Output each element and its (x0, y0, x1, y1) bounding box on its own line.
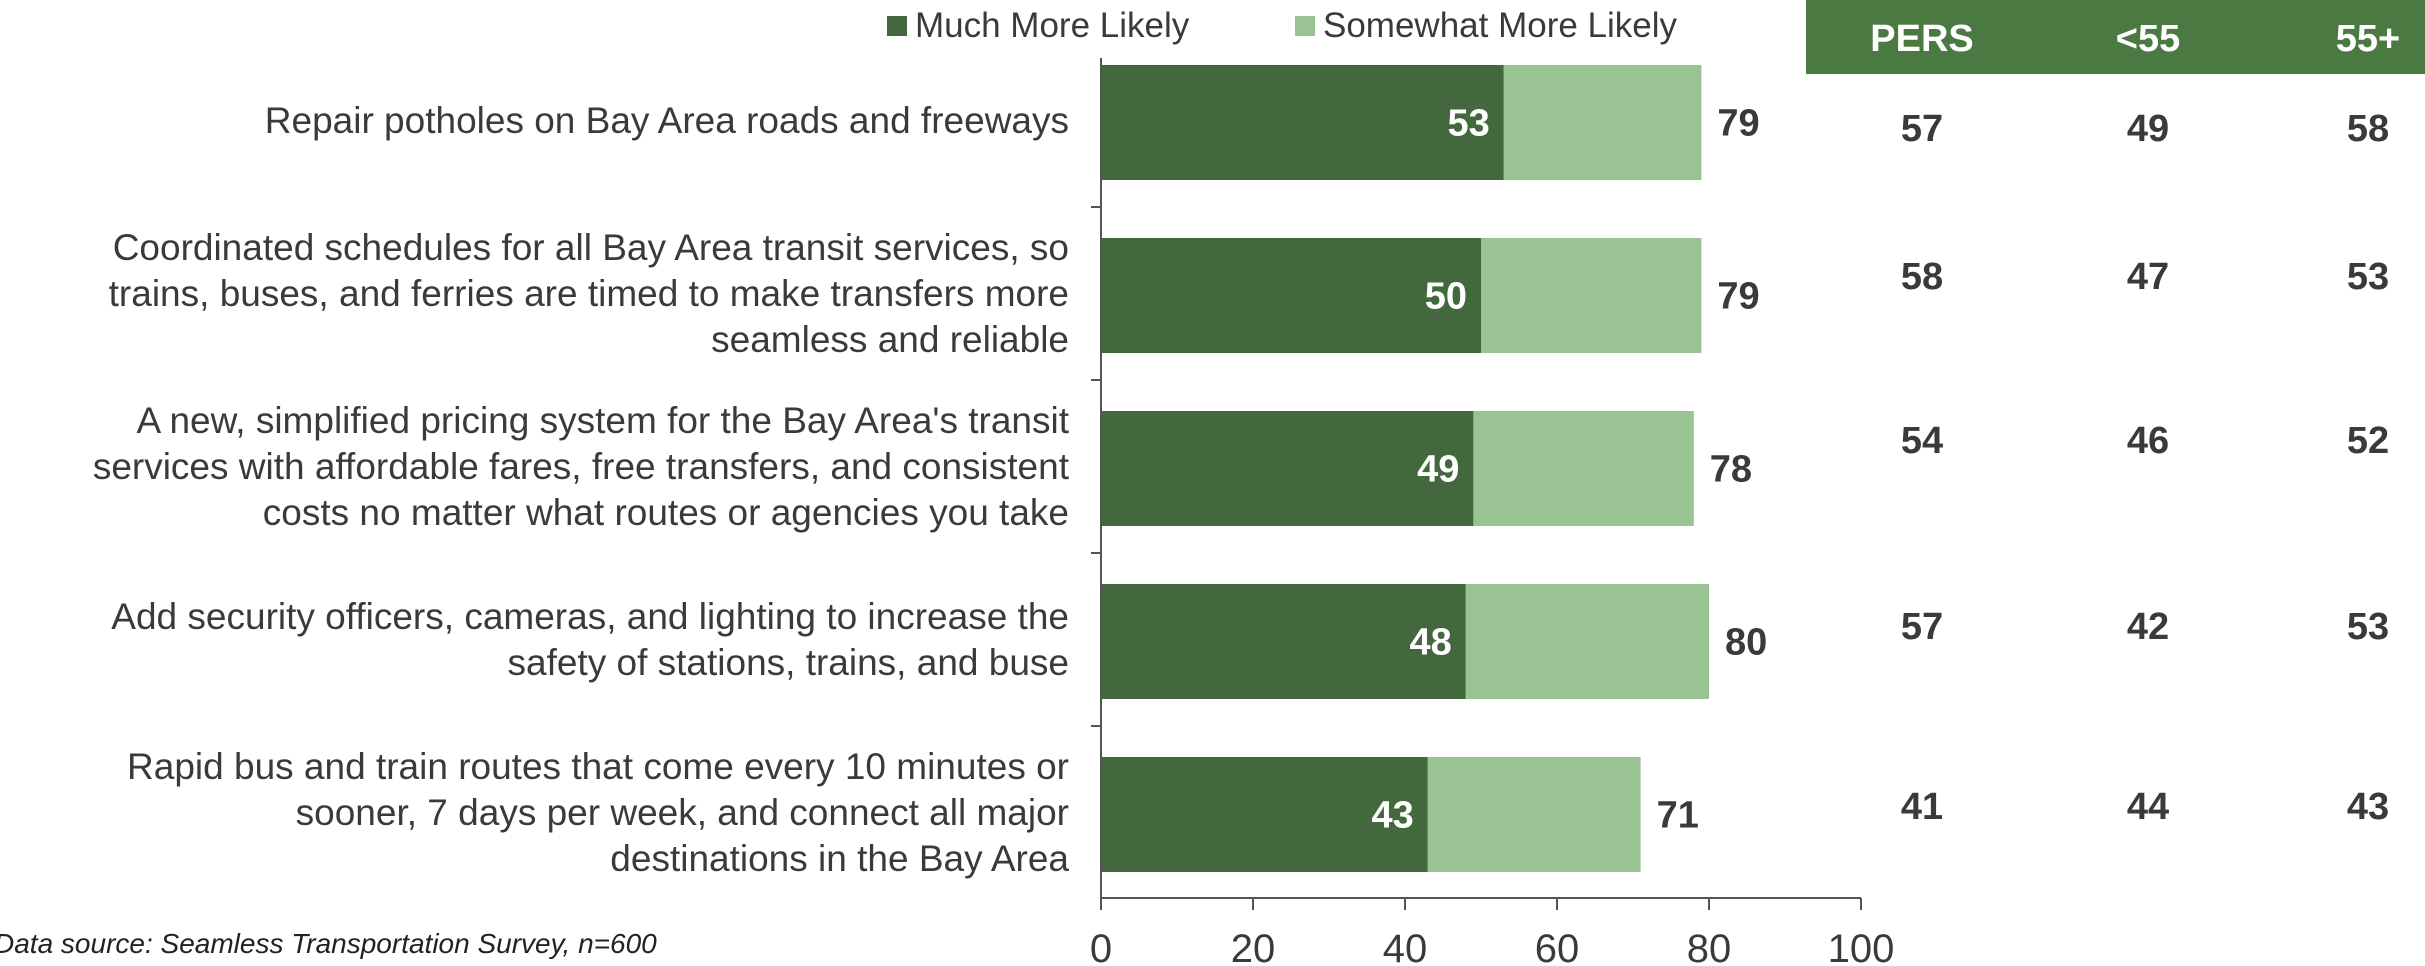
cell-pers: 57 (1842, 606, 2002, 649)
category-label-line: sooner, 7 days per week, and connect all… (0, 790, 1069, 836)
category-label: Rapid bus and train routes that come eve… (0, 744, 1069, 882)
category-label: Add security officers, cameras, and ligh… (0, 594, 1069, 686)
cell-pers: 58 (1842, 256, 2002, 299)
table-header: PERS <55 55+ (1806, 0, 2425, 74)
bar-somewhat-more-likely (1481, 238, 1701, 353)
category-label-line: seamless and reliable (0, 317, 1069, 363)
bar-somewhat-more-likely (1428, 757, 1641, 872)
category-label-line: safety of stations, trains, and buse (0, 640, 1069, 686)
bar-somewhat-more-likely (1504, 65, 1702, 180)
data-label-total: 79 (1717, 103, 1759, 145)
cell-pers: 41 (1842, 786, 2002, 829)
cell-55-plus: 58 (2288, 108, 2425, 151)
data-label-total: 78 (1710, 449, 1752, 491)
data-label-much: 43 (1372, 795, 1414, 837)
cell-under-55: 42 (2068, 606, 2228, 649)
legend-much-more-likely: Much More Likely (887, 6, 1189, 46)
x-tick-label: 80 (1687, 927, 1732, 966)
legend-somewhat-more-likely: Somewhat More Likely (1295, 6, 1677, 46)
bar-somewhat-more-likely (1473, 411, 1693, 526)
x-tick-label: 100 (1828, 927, 1895, 966)
cell-55-plus: 53 (2288, 606, 2425, 649)
category-label: Coordinated schedules for all Bay Area t… (0, 225, 1069, 363)
x-tick-label: 60 (1535, 927, 1580, 966)
category-label-line: Repair potholes on Bay Area roads and fr… (0, 98, 1069, 144)
category-label-line: A new, simplified pricing system for the… (0, 398, 1069, 444)
data-label-total: 71 (1657, 795, 1699, 837)
cell-55-plus: 52 (2288, 420, 2425, 463)
header-55-plus: 55+ (2288, 18, 2425, 61)
cell-under-55: 49 (2068, 108, 2228, 151)
category-label-line: services with affordable fares, free tra… (0, 444, 1069, 490)
data-label-much: 49 (1417, 449, 1459, 491)
cell-under-55: 44 (2068, 786, 2228, 829)
x-tick-label: 40 (1383, 927, 1428, 966)
category-label: A new, simplified pricing system for the… (0, 398, 1069, 536)
category-label-line: destinations in the Bay Area (0, 836, 1069, 882)
cell-pers: 57 (1842, 108, 2002, 151)
data-label-much: 50 (1425, 276, 1467, 318)
legend-swatch-much (887, 16, 907, 36)
cell-pers: 54 (1842, 420, 2002, 463)
cell-55-plus: 43 (2288, 786, 2425, 829)
category-label-line: Coordinated schedules for all Bay Area t… (0, 225, 1069, 271)
data-label-total: 80 (1725, 622, 1767, 664)
bar-much-more-likely (1101, 65, 1504, 180)
x-tick-label: 0 (1090, 927, 1112, 966)
category-label-line: Add security officers, cameras, and ligh… (0, 594, 1069, 640)
cell-55-plus: 53 (2288, 256, 2425, 299)
legend-label-somewhat: Somewhat More Likely (1323, 6, 1677, 46)
data-source-note: Data source: Seamless Transportation Sur… (0, 928, 657, 960)
legend-label-much: Much More Likely (915, 6, 1189, 46)
header-pers: PERS (1842, 18, 2002, 61)
data-label-much: 48 (1410, 622, 1452, 664)
category-label-line: costs no matter what routes or agencies … (0, 490, 1069, 536)
cell-under-55: 46 (2068, 420, 2228, 463)
header-under-55: <55 (2068, 18, 2228, 61)
cell-under-55: 47 (2068, 256, 2228, 299)
bar-somewhat-more-likely (1466, 584, 1709, 699)
category-label: Repair potholes on Bay Area roads and fr… (0, 98, 1069, 144)
legend-swatch-somewhat (1295, 16, 1315, 36)
category-label-line: Rapid bus and train routes that come eve… (0, 744, 1069, 790)
data-label-much: 53 (1448, 103, 1490, 145)
category-label-line: trains, buses, and ferries are timed to … (0, 271, 1069, 317)
data-label-total: 79 (1717, 276, 1759, 318)
x-tick-label: 20 (1231, 927, 1276, 966)
